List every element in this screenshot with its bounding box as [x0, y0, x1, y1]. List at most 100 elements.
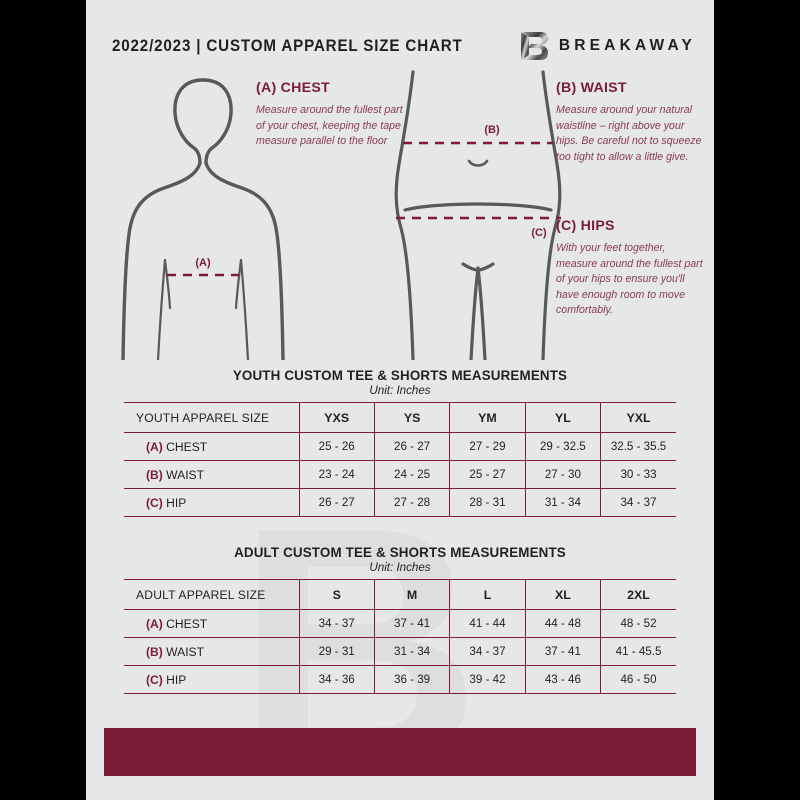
- hips-marker-label: (C): [531, 227, 547, 239]
- right-inner-leg: [476, 266, 487, 360]
- hips-description-title: (C) HIPS: [556, 218, 615, 234]
- waist-description-body: Measure around your natural waistline – …: [556, 104, 702, 163]
- adult-table-unit: Unit: Inches: [369, 561, 431, 574]
- right-hip-outline: [541, 70, 562, 360]
- measurement-value-cell: 34 - 37: [449, 637, 526, 666]
- left-pec-line: [163, 258, 172, 310]
- measurement-value-cell: 27 - 28: [373, 488, 450, 517]
- page-title: 2022/2023 | CUSTOM APPAREL SIZE CHART: [112, 36, 463, 55]
- measurement-value-cell: 36 - 39: [373, 665, 450, 694]
- table-row: (B) WAIST 29 - 31 31 - 34 34 - 37 37 - 41 41 …: [124, 637, 676, 666]
- adult-table-title: ADULT CUSTOM TEE & SHORTS MEASUREMENTS: [234, 545, 566, 560]
- measurement-value-cell: 23 - 24: [298, 460, 375, 489]
- measurement-value-cell: 48 - 52: [600, 609, 676, 638]
- measurement-value-cell: 31 - 34: [524, 488, 601, 517]
- size-column-header-cell: S: [298, 579, 375, 610]
- measurement-label-cell: (C) HIP: [124, 665, 299, 694]
- left-inner-leg: [469, 266, 480, 360]
- measurement-value-cell: 26 - 27: [298, 488, 375, 517]
- chest-description-block: (A) CHEST Measure around the fullest par…: [256, 80, 408, 150]
- size-column-header-cell: M: [373, 579, 450, 610]
- measurement-value-cell: 28 - 31: [449, 488, 526, 517]
- measurement-value-cell: 44 - 48: [524, 609, 601, 638]
- breakaway-b-logo-icon: [520, 32, 548, 60]
- hips-description-block: (C) HIPS With your feet together, measur…: [556, 218, 706, 319]
- crotch-line: [461, 262, 495, 272]
- measurement-label-cell: (A) CHEST: [124, 609, 299, 638]
- hips-description-body: With your feet together, measure around …: [556, 242, 703, 317]
- measurement-value-cell: 29 - 31: [298, 637, 375, 666]
- measurement-value-cell: 41 - 44: [449, 609, 526, 638]
- measurement-value-cell: 41 - 45.5: [600, 637, 676, 666]
- measurement-value-cell: 27 - 29: [449, 432, 526, 461]
- measurement-value-cell: 46 - 50: [600, 665, 676, 694]
- brand-name: BREAKAWAY: [558, 37, 696, 54]
- measurement-value-cell: 34 - 36: [298, 665, 375, 694]
- table-row: (A) CHEST 34 - 37 37 - 41 41 - 44 44 - 48 48 …: [124, 609, 676, 638]
- youth-table-section: YOUTH CUSTOM TEE & SHORTS MEASUREMENTS U…: [124, 368, 676, 517]
- measurement-value-cell: 29 - 32.5: [524, 432, 601, 461]
- measurement-tag: (B): [146, 467, 163, 482]
- measurement-value-cell: 26 - 27: [373, 432, 450, 461]
- left-hip-outline: [394, 70, 415, 360]
- youth-size-table: YOUTH APPAREL SIZE YXS YS YM YL YXL (A) CHEST…: [124, 402, 676, 517]
- measurement-value-cell: 39 - 42: [449, 665, 526, 694]
- size-column-header-cell: 2XL: [600, 579, 676, 610]
- apparel-size-header-cell: ADULT APPAREL SIZE: [124, 579, 299, 610]
- lower-body-figure: (B) (C): [394, 70, 562, 360]
- page-header: 2022/2023 | CUSTOM APPAREL SIZE CHART: [86, 28, 714, 64]
- table-row: (A) CHEST 25 - 26 26 - 27 27 - 29 29 - 32.5 3…: [124, 432, 676, 461]
- adult-table-head: ADULT APPAREL SIZE S M L XL 2XL: [124, 579, 676, 610]
- left-shoulder-arm: [121, 161, 202, 360]
- table-header-row: ADULT APPAREL SIZE S M L XL 2XL: [124, 579, 676, 610]
- upper-body-figure: (A): [121, 78, 285, 360]
- measurement-value-cell: 34 - 37: [298, 609, 375, 638]
- measurement-tag: (A): [146, 439, 163, 454]
- footer-bar: [104, 728, 696, 776]
- chest-description-body: Measure around the fullest part of your …: [256, 104, 403, 148]
- size-column-header-cell: YL: [524, 402, 601, 433]
- measurement-value-cell: 37 - 41: [373, 609, 450, 638]
- size-column-header-cell: YXL: [600, 402, 676, 433]
- table-row: (B) WAIST 23 - 24 24 - 25 25 - 27 27 - 30 30 …: [124, 460, 676, 489]
- youth-table-body: (A) CHEST 25 - 26 26 - 27 27 - 29 29 - 32.5 3…: [124, 432, 676, 517]
- measurement-tag: (B): [146, 644, 163, 659]
- size-column-header-cell: YXS: [298, 402, 375, 433]
- measurement-tag: (C): [146, 672, 163, 687]
- size-column-header-cell: YS: [373, 402, 450, 433]
- right-pec-line: [234, 258, 243, 310]
- measurement-tag: (C): [146, 495, 163, 510]
- measurement-value-cell: 27 - 30: [524, 460, 601, 489]
- measurement-value-cell: 30 - 33: [600, 460, 676, 489]
- measurement-value-cell: 24 - 25: [373, 460, 450, 489]
- waist-description-title: (B) WAIST: [556, 80, 627, 96]
- hip-curve-line: [403, 202, 553, 212]
- navel-mark: [467, 159, 489, 167]
- size-column-header-cell: L: [449, 579, 526, 610]
- measurement-value-cell: 43 - 46: [524, 665, 601, 694]
- table-row: (C) HIP 34 - 36 36 - 39 39 - 42 43 - 46 46 - …: [124, 665, 676, 694]
- measurement-value-cell: 25 - 26: [298, 432, 375, 461]
- waist-marker-label: (B): [484, 124, 500, 136]
- measurement-value-cell: 34 - 37: [600, 488, 676, 517]
- apparel-size-header-cell: YOUTH APPAREL SIZE: [124, 402, 299, 433]
- adult-table-body: (A) CHEST 34 - 37 37 - 41 41 - 44 44 - 48 48 …: [124, 609, 676, 694]
- chest-marker-label: (A): [195, 257, 211, 269]
- size-column-header-cell: YM: [449, 402, 526, 433]
- youth-table-head: YOUTH APPAREL SIZE YXS YS YM YL YXL: [124, 402, 676, 433]
- table-header-row: YOUTH APPAREL SIZE YXS YS YM YL YXL: [124, 402, 676, 433]
- size-chart-page: B 2022/2023 | CUSTOM APPAREL SIZE CHART: [86, 0, 714, 800]
- measurement-label-cell: (C) HIP: [124, 488, 299, 517]
- measurement-tag: (A): [146, 616, 163, 631]
- table-row: (C) HIP 26 - 27 27 - 28 28 - 31 31 - 34 34 - …: [124, 488, 676, 517]
- measurement-value-cell: 31 - 34: [373, 637, 450, 666]
- measurement-label-cell: (A) CHEST: [124, 432, 299, 461]
- right-shoulder-arm: [204, 161, 285, 360]
- adult-table-section: ADULT CUSTOM TEE & SHORTS MEASUREMENTS U…: [124, 545, 676, 694]
- head-outline-left: [173, 78, 205, 165]
- youth-table-unit: Unit: Inches: [369, 384, 431, 397]
- waist-description-block: (B) WAIST Measure around your natural wa…: [556, 80, 706, 165]
- chest-description-title: (A) CHEST: [256, 80, 330, 96]
- brand-block: BREAKAWAY: [519, 29, 696, 63]
- left-torso-inner: [156, 258, 167, 360]
